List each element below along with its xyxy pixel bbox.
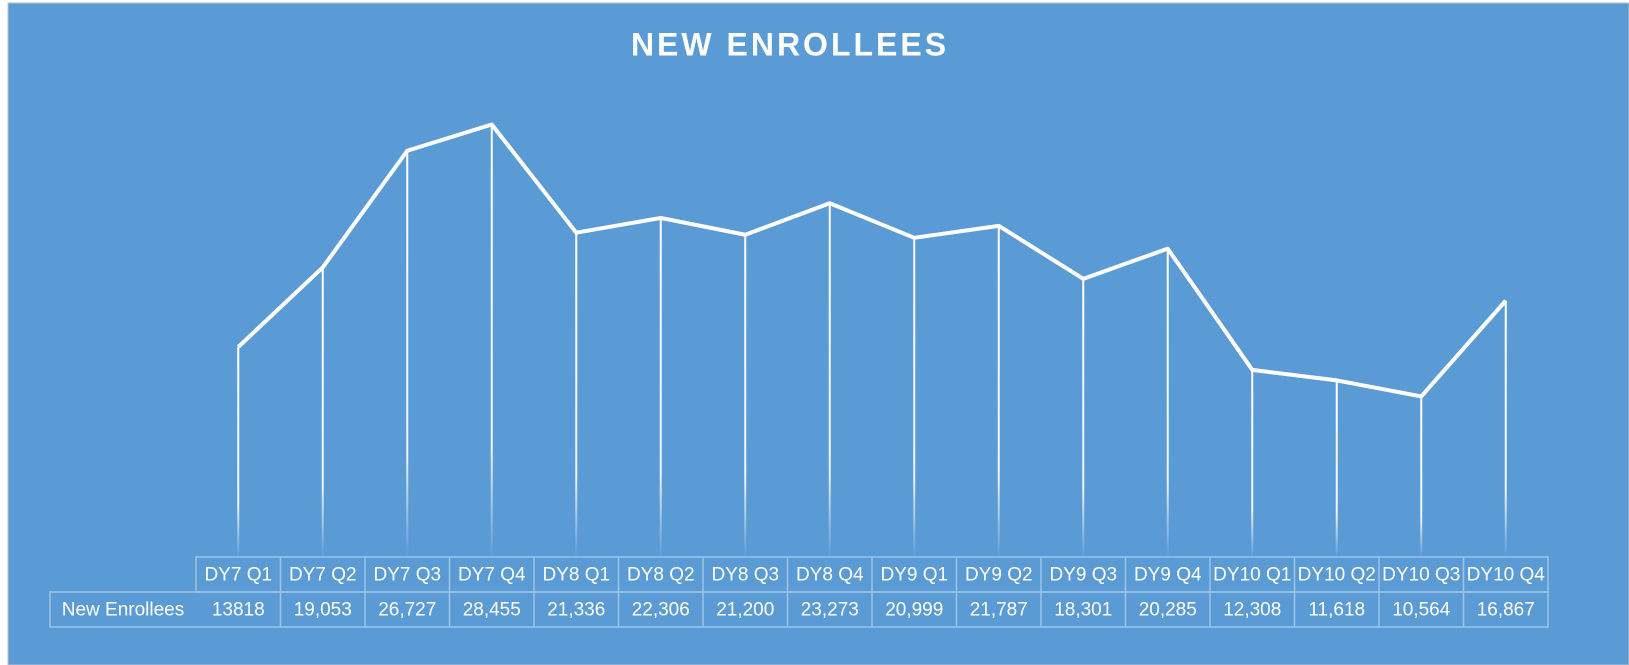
data-label: 28,455 bbox=[463, 600, 521, 621]
data-label: 11,618 bbox=[1308, 600, 1365, 621]
x-tick-label: DY9 Q1 bbox=[880, 565, 948, 586]
x-tick-label: DY9 Q4 bbox=[1134, 565, 1202, 586]
x-tick-label: DY8 Q3 bbox=[711, 565, 779, 586]
drop-line bbox=[575, 232, 578, 557]
x-tick-label: DY7 Q1 bbox=[204, 565, 272, 586]
drop-line bbox=[1082, 278, 1085, 557]
legend-label: New Enrollees bbox=[62, 600, 185, 621]
drop-line bbox=[997, 225, 1000, 558]
line bbox=[236, 122, 1508, 399]
drop-line bbox=[744, 234, 747, 557]
drop-line bbox=[237, 346, 240, 557]
x-tick-label: DY10 Q4 bbox=[1467, 565, 1546, 586]
data-label: 13818 bbox=[212, 600, 265, 621]
drop-line bbox=[406, 150, 409, 557]
data-label: 19,053 bbox=[294, 600, 352, 621]
chart-area bbox=[7, 2, 1629, 665]
x-tick-label: DY10 Q2 bbox=[1298, 565, 1376, 586]
drop-line bbox=[659, 217, 662, 558]
data-label: 16,867 bbox=[1477, 600, 1535, 621]
data-label: 21,787 bbox=[970, 600, 1028, 621]
drop-line bbox=[913, 237, 916, 558]
data-label: 18,301 bbox=[1054, 600, 1112, 621]
data-label: 21,200 bbox=[716, 600, 774, 621]
table-row-border bbox=[49, 591, 1549, 628]
drop-line bbox=[1504, 300, 1507, 557]
data-label: 10,564 bbox=[1392, 600, 1451, 621]
x-tick-label: DY8 Q1 bbox=[542, 565, 610, 586]
drop-line bbox=[828, 203, 831, 557]
x-tick-label: DY9 Q2 bbox=[965, 565, 1033, 586]
drop-line bbox=[490, 124, 493, 557]
x-tick-label: DY10 Q1 bbox=[1213, 565, 1291, 586]
drop-line bbox=[1420, 396, 1423, 557]
data-label: 20,285 bbox=[1139, 600, 1197, 621]
drop-line bbox=[1335, 380, 1338, 557]
data-label: 12,308 bbox=[1223, 600, 1281, 621]
x-tick-label: DY8 Q4 bbox=[796, 565, 864, 586]
data-label: 21,336 bbox=[547, 600, 605, 621]
data-label: 22,306 bbox=[632, 600, 690, 621]
data-label: 26,727 bbox=[378, 600, 436, 621]
drop-line bbox=[1251, 369, 1254, 557]
x-tick-label: DY7 Q3 bbox=[373, 565, 441, 586]
x-tick-label: DY10 Q3 bbox=[1382, 565, 1460, 586]
data-label: 23,273 bbox=[801, 600, 859, 621]
data-label: 20,999 bbox=[885, 600, 943, 621]
x-tick-label: DY8 Q2 bbox=[627, 565, 695, 586]
x-tick-label: DY9 Q3 bbox=[1049, 565, 1117, 586]
drop-line bbox=[1166, 248, 1169, 557]
x-tick-label: DY7 Q4 bbox=[458, 565, 526, 586]
chart-title: NEW ENROLLEES bbox=[631, 26, 949, 62]
drop-line bbox=[321, 267, 324, 557]
x-tick-label: DY7 Q2 bbox=[289, 565, 357, 586]
